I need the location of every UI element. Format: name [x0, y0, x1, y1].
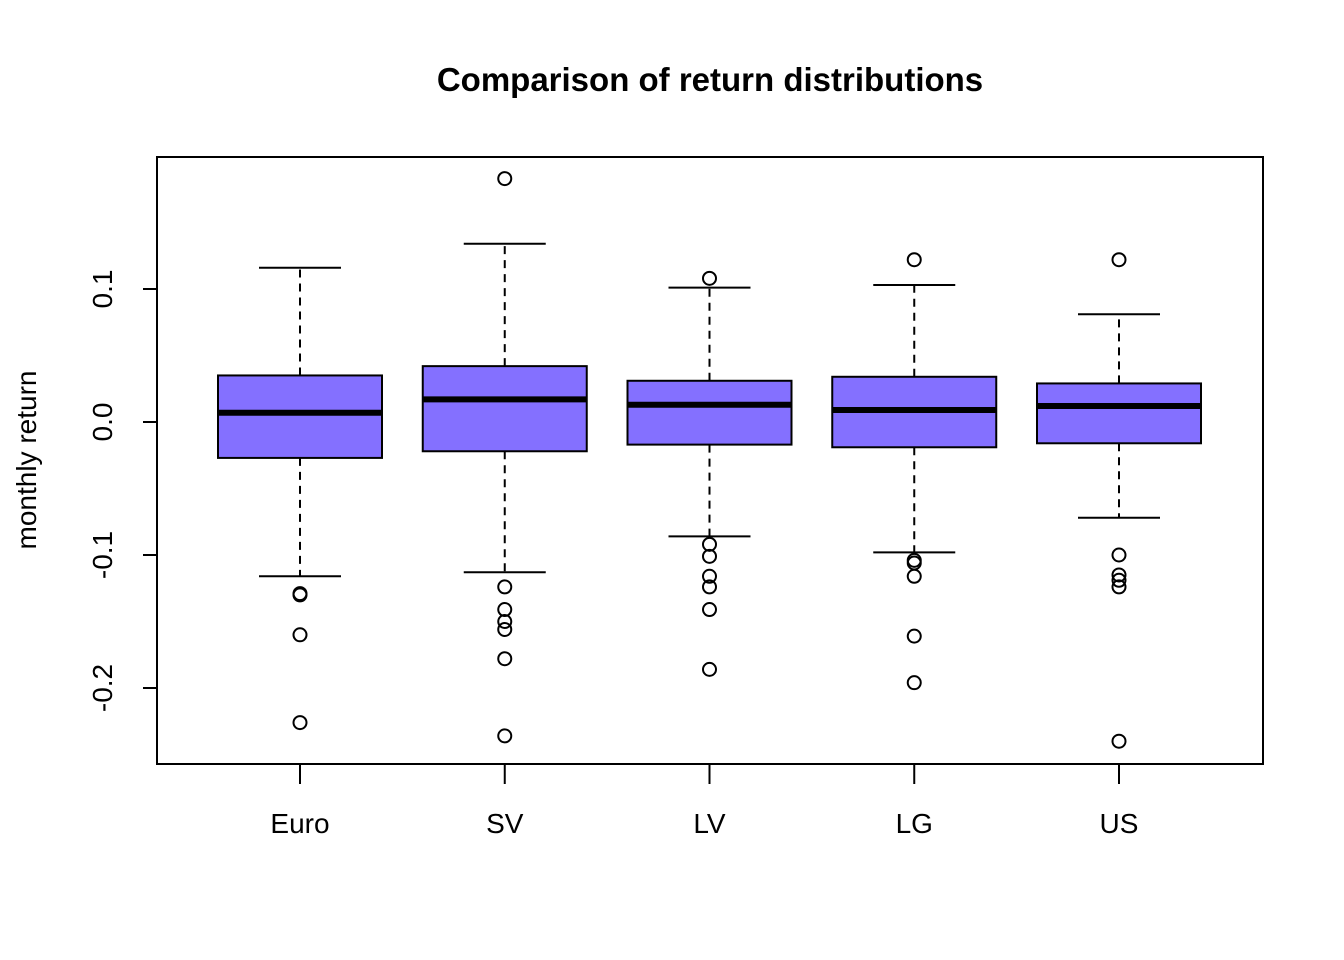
outlier-point — [702, 661, 717, 677]
y-tick-label: 0.1 — [87, 270, 118, 309]
outlier-point — [497, 614, 513, 629]
outlier-point — [497, 651, 513, 667]
box-group-lv — [626, 270, 793, 677]
x-tick-label: SV — [486, 808, 524, 839]
y-tick-label: -0.1 — [87, 531, 118, 579]
x-tick-label: US — [1100, 808, 1139, 839]
chart-title: Comparison of return distributions — [437, 61, 983, 98]
box-group-sv — [421, 171, 588, 744]
x-tick-label: LV — [693, 808, 725, 839]
x-tick-label: Euro — [270, 808, 329, 839]
outlier-point — [1111, 567, 1127, 583]
outlier-point — [906, 628, 922, 644]
outlier-point — [497, 171, 513, 187]
outlier-point — [292, 587, 308, 603]
outlier-point — [497, 579, 513, 595]
outlier-point — [292, 627, 308, 643]
outlier-point — [702, 270, 717, 286]
outlier-point — [702, 602, 717, 618]
outlier-point — [906, 675, 922, 691]
outlier-point — [702, 568, 717, 584]
outlier-point — [1111, 733, 1127, 749]
box-group-us — [1036, 252, 1202, 749]
outlier-point — [497, 602, 513, 618]
box-group-lg — [831, 252, 998, 691]
x-axis: Euro SV LV LG US — [270, 764, 1138, 839]
box-iqr — [626, 379, 793, 446]
outlier-point — [906, 252, 922, 268]
box-group-euro — [217, 266, 383, 731]
outlier-point — [702, 579, 717, 595]
y-axis: -0.2 -0.1 0.0 0.1 — [87, 270, 157, 712]
outlier-point — [497, 728, 513, 744]
outlier-point — [906, 568, 922, 584]
outlier-point — [292, 715, 308, 731]
boxes-layer — [217, 171, 1202, 749]
outlier-point — [497, 621, 513, 637]
y-tick-label: -0.2 — [87, 664, 118, 712]
outlier-point — [702, 536, 717, 552]
box-iqr — [1036, 382, 1202, 445]
box-iqr — [421, 365, 588, 453]
outlier-point — [1111, 572, 1127, 588]
outlier-point — [1111, 547, 1127, 563]
y-tick-label: 0.0 — [87, 403, 118, 442]
y-axis-label: monthly return — [11, 371, 42, 550]
box-iqr — [217, 374, 383, 459]
outlier-point — [1111, 579, 1127, 595]
x-tick-label: LG — [896, 808, 933, 839]
outlier-point — [1111, 252, 1127, 268]
outlier-point — [702, 548, 717, 564]
